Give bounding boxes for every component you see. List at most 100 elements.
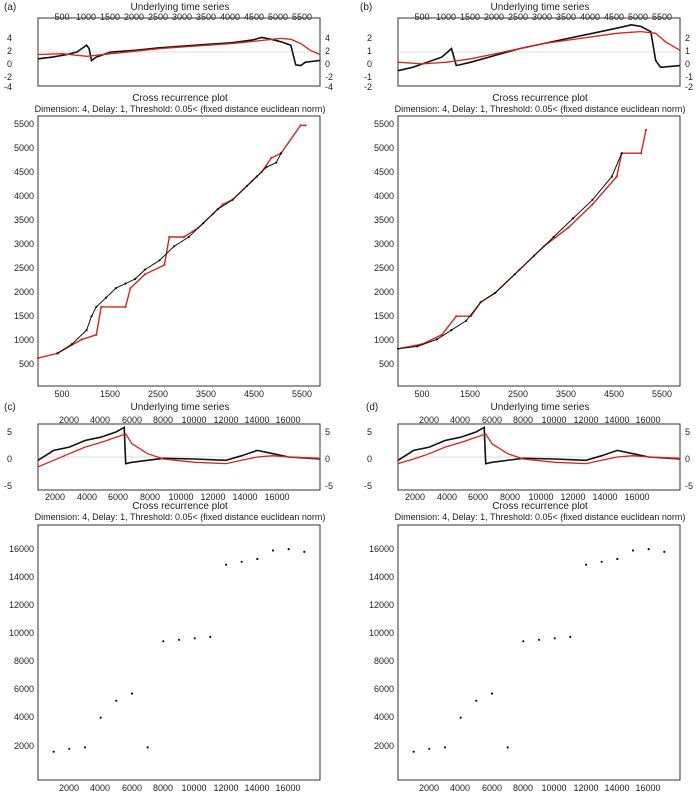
tick-label: 1500 <box>460 12 480 22</box>
series-line-0 <box>397 425 681 465</box>
tick-label: 0 <box>685 454 690 464</box>
tick-label: 6000 <box>468 492 488 502</box>
tick-label: 2 <box>7 46 12 56</box>
series-line-1 <box>37 433 321 468</box>
recurrence-point <box>202 222 205 225</box>
recurrence-point <box>173 245 176 248</box>
tick-label: 500 <box>54 389 69 399</box>
tick-label: -5 <box>685 481 693 491</box>
tick-label: 4000 <box>374 191 394 201</box>
crp-title: Cross recurrence plot <box>492 93 588 104</box>
recurrence-point <box>552 235 555 239</box>
crp-title: Cross recurrence plot <box>132 93 228 104</box>
tick-label: 14000 <box>232 492 257 502</box>
series-line-0 <box>37 425 321 465</box>
recurrence-point <box>146 746 149 749</box>
recurrence-point <box>569 635 572 639</box>
recurrence-point <box>506 746 509 749</box>
recurrence-point <box>90 315 93 318</box>
top-title: Underlying time series <box>491 402 590 413</box>
recurrence-point <box>68 747 71 750</box>
tick-label: 5500 <box>292 389 312 399</box>
tick-label: 8000 <box>153 415 173 425</box>
top-yticks-right: 4 2 0 -2 -4 <box>325 33 333 92</box>
crp-title: Cross recurrence plot <box>132 501 228 512</box>
crp-subtitle: Dimension: 4, Delay: 1, Threshold: 0.05<… <box>395 104 686 114</box>
tick-label: 4500 <box>604 12 624 22</box>
tick-label: 6000 <box>374 684 394 694</box>
top-xticks-bottom: 2000 4000 6000 8000 10000 12000 14000 16… <box>45 492 290 502</box>
tick-label: 2000 <box>14 287 34 297</box>
recurrence-point <box>162 640 165 643</box>
tick-label: 2000 <box>59 415 79 425</box>
recurrence-point <box>224 563 228 566</box>
tick-label: 12000 <box>560 492 585 502</box>
recurrence-point <box>616 557 619 561</box>
tick-label: 500 <box>414 12 429 22</box>
recurrence-point <box>396 347 400 350</box>
tick-label: 5500 <box>292 12 312 22</box>
tick-label: -5 <box>325 481 333 491</box>
tick-label: 6000 <box>122 783 142 793</box>
tick-label: 4000 <box>450 783 470 793</box>
tick-label: 1000 <box>436 12 456 22</box>
panel-label: (c) <box>4 402 16 413</box>
tick-label: 1000 <box>14 335 34 345</box>
tick-label: 5000 <box>628 12 648 22</box>
tick-label: 0 <box>367 59 372 69</box>
tick-label: 10000 <box>541 783 566 793</box>
tick-label: 12000 <box>573 415 598 425</box>
recurrence-point <box>455 315 458 318</box>
tick-label: 0 <box>325 59 330 69</box>
recurrence-point <box>271 549 275 552</box>
recurrence-point <box>177 638 181 641</box>
tick-label: 3000 <box>374 239 394 249</box>
crp-xticks: 500 1500 2500 3500 4500 5500 <box>414 389 672 399</box>
time-series-plot <box>397 425 681 465</box>
tick-label: -1 <box>364 72 372 82</box>
recurrence-path-1 <box>397 153 623 350</box>
tick-label: 14000 <box>244 415 269 425</box>
recurrence-point <box>255 175 258 178</box>
recurrence-point <box>620 152 623 155</box>
crp-plot <box>412 548 666 753</box>
tick-label: 12000 <box>213 783 238 793</box>
crp-subtitle: Dimension: 4, Delay: 1, Threshold: 0.05<… <box>35 512 326 522</box>
recurrence-point <box>303 550 306 554</box>
recurrence-point <box>231 198 234 201</box>
tick-label: 4500 <box>604 389 624 399</box>
tick-label: 4500 <box>14 167 34 177</box>
recurrence-point <box>100 305 103 308</box>
recurrence-point <box>129 287 132 290</box>
tick-label: 16000 <box>275 415 300 425</box>
top-yticks-left: 5 0 -5 <box>4 427 12 491</box>
recurrence-point <box>647 548 650 551</box>
recurrence-point <box>591 203 594 206</box>
tick-label: 2000 <box>59 783 79 793</box>
recurrence-point <box>553 637 556 640</box>
tick-label: 3500 <box>556 12 576 22</box>
tick-label: 4000 <box>450 415 470 425</box>
recurrence-point <box>304 124 307 127</box>
tick-label: 3500 <box>14 215 34 225</box>
recurrence-point <box>522 640 525 643</box>
top-xticks-top: 2000 4000 6000 8000 10000 12000 14000 16… <box>419 415 661 425</box>
recurrence-point <box>270 156 273 159</box>
tick-label: -5 <box>364 481 372 491</box>
top-yticks-left: 5 0 -5 <box>364 427 372 491</box>
tick-label: 4000 <box>90 783 110 793</box>
recurrence-point <box>299 124 302 127</box>
tick-label: 0 <box>7 454 12 464</box>
tick-label: 4000 <box>220 12 240 22</box>
series-line-1 <box>397 30 681 65</box>
recurrence-point <box>533 254 536 257</box>
recurrence-point <box>143 273 147 276</box>
tick-label: 14000 <box>369 572 394 582</box>
recurrence-point <box>479 301 482 304</box>
tick-label: 2000 <box>374 741 394 751</box>
tick-label: 0 <box>325 454 330 464</box>
tick-label: 3000 <box>172 12 192 22</box>
tick-label: 4000 <box>437 492 457 502</box>
tick-label: 2 <box>325 46 330 56</box>
tick-label: 8000 <box>153 783 173 793</box>
